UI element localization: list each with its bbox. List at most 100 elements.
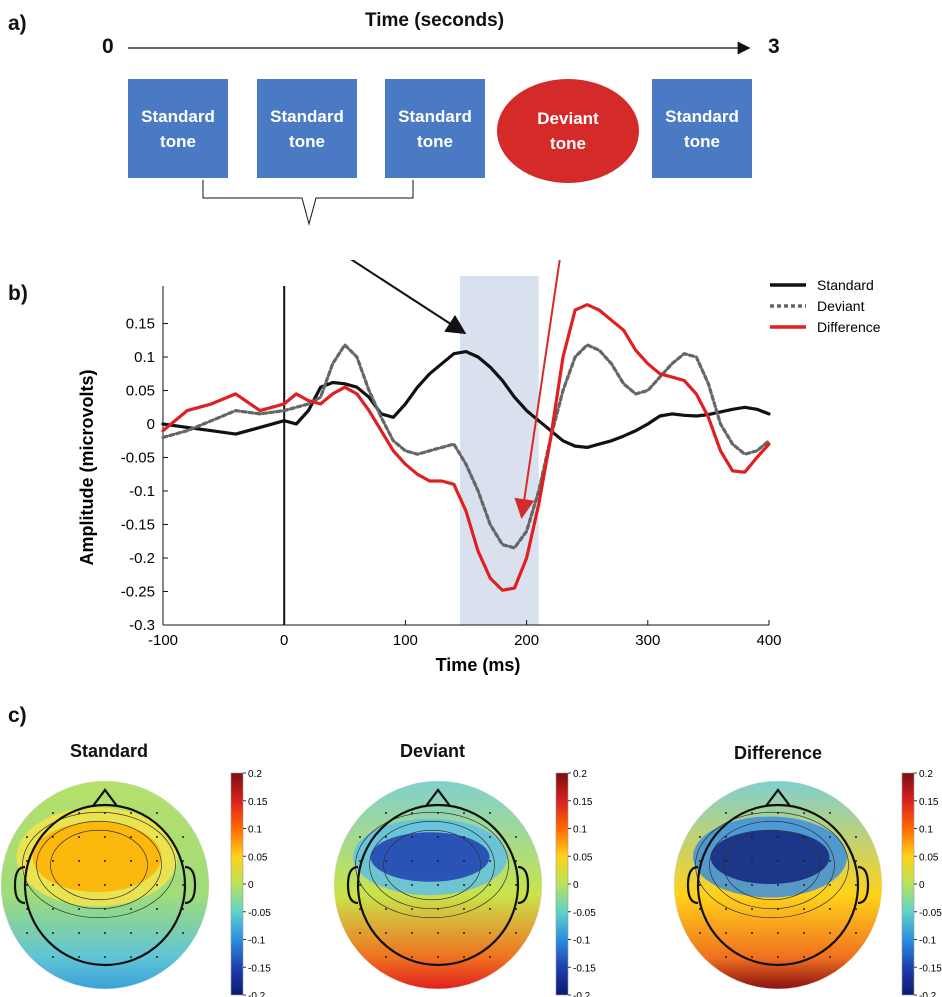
electrode-dot xyxy=(489,836,491,838)
panel-c-label: c) xyxy=(8,704,27,727)
ear-left-icon xyxy=(346,865,359,905)
electrode-dot xyxy=(751,812,753,814)
electrode-dot xyxy=(463,908,465,910)
electrode-dot xyxy=(855,884,857,886)
electrode-dot xyxy=(803,884,805,886)
electrode-dot xyxy=(699,836,701,838)
legend-entry: Difference xyxy=(817,319,881,335)
electrode-dot xyxy=(52,932,54,934)
colorbar-tick-label: -0.2 xyxy=(248,991,266,997)
ear-right-icon xyxy=(517,865,530,905)
standard-bracket xyxy=(202,180,414,226)
topomap-contour xyxy=(355,811,509,919)
topomap-contour xyxy=(22,811,176,919)
electrode-dot xyxy=(725,956,727,958)
electrode-dot xyxy=(437,836,439,838)
y-tick-label: -0.1 xyxy=(129,483,155,500)
topomap-title-deviant: Deviant xyxy=(400,741,466,761)
electrode-dot xyxy=(803,860,805,862)
topomap-title-standard: Standard xyxy=(70,741,149,761)
colorbar-tick-label: 0.1 xyxy=(248,825,262,836)
topomaps: 0.2 0.15 0.1 0.05 0 -0.05 -0.1 -0.15 -0.2 0.2 0.15… xyxy=(0,769,942,997)
electrode-dot xyxy=(130,860,132,862)
topomap-1 xyxy=(334,781,542,989)
topomap-activity xyxy=(32,821,162,893)
electrode-dot xyxy=(411,956,413,958)
electrode-dot xyxy=(725,860,727,862)
electrode-dot xyxy=(699,932,701,934)
colorbar-tick-label: 0.15 xyxy=(248,797,268,808)
x-tick-label: 200 xyxy=(514,632,539,649)
head-outline xyxy=(696,803,860,967)
electrode-dot xyxy=(359,932,361,934)
electrode-dot xyxy=(411,932,413,934)
electrode-dot xyxy=(156,932,158,934)
colorbar-tick-label: -0.05 xyxy=(919,908,942,919)
electrode-dot xyxy=(777,956,779,958)
ear-right-icon xyxy=(857,865,870,905)
electrode-dot xyxy=(130,884,132,886)
electrode-dot xyxy=(751,836,753,838)
electrode-dot xyxy=(489,908,491,910)
electrode-dot xyxy=(385,812,387,814)
electrode-dot xyxy=(855,836,857,838)
erp-chart: 0.15 0.1 0.05 0 -0.05 -0.1 -0.15 -0.2 -0.25 -0.3-… xyxy=(77,260,881,675)
electrode-dot xyxy=(130,836,132,838)
electrode-dot xyxy=(463,884,465,886)
head-outline xyxy=(356,803,520,967)
tone-standard-3: Standard tone xyxy=(385,79,485,178)
topomap-title-difference: Difference xyxy=(734,743,823,763)
colorbar xyxy=(901,772,915,996)
electrode-dot xyxy=(829,860,831,862)
electrode-dot xyxy=(104,956,106,958)
electrode-dot xyxy=(725,932,727,934)
electrode-dot xyxy=(411,812,413,814)
electrode-dot xyxy=(803,812,805,814)
electrode-dot xyxy=(437,908,439,910)
x-tick-label: 100 xyxy=(393,632,418,649)
electrode-dot xyxy=(52,812,54,814)
colorbar-tick-label: -0.2 xyxy=(573,991,591,997)
electrode-dot xyxy=(489,812,491,814)
electrode-dot xyxy=(26,932,28,934)
electrode-dot xyxy=(803,908,805,910)
topomap-border xyxy=(673,780,883,990)
electrode-dot xyxy=(829,908,831,910)
electrode-dot xyxy=(829,956,831,958)
electrode-dot xyxy=(156,836,158,838)
electrode-dot xyxy=(751,884,753,886)
electrode-dot xyxy=(78,836,80,838)
electrode-dot xyxy=(463,956,465,958)
electrode-dot xyxy=(52,884,54,886)
electrode-dot xyxy=(751,932,753,934)
tone-label: Standard tone xyxy=(398,106,472,151)
topomap-contour xyxy=(709,820,835,910)
electrode-dot xyxy=(437,812,439,814)
electrode-dot xyxy=(463,932,465,934)
colorbar-tick-label: -0.15 xyxy=(919,963,942,974)
electrode-dot xyxy=(78,956,80,958)
series-line-difference xyxy=(161,303,771,592)
colorbar-tick-label: 0 xyxy=(573,880,579,891)
electrode-dot xyxy=(130,932,132,934)
series-line-deviant xyxy=(161,343,771,550)
electrode-dot xyxy=(777,860,779,862)
panel-a-label: a) xyxy=(8,12,27,35)
y-axis-title: Amplitude (microvolts) xyxy=(77,369,97,565)
colorbar-tick-label: -0.1 xyxy=(248,936,266,947)
electrode-dot xyxy=(437,860,439,862)
electrode-dot xyxy=(182,884,184,886)
electrode-dot xyxy=(156,884,158,886)
colorbar-tick-label: 0.2 xyxy=(248,769,262,780)
electrode-dot xyxy=(489,860,491,862)
timeline-title: Time (seconds) xyxy=(365,10,505,31)
x-axis-title: Time (ms) xyxy=(436,655,521,675)
electrode-dot xyxy=(855,932,857,934)
colorbar-tick-label: 0.2 xyxy=(919,769,933,780)
colorbar-tick-label: 0.15 xyxy=(919,797,939,808)
topomap-0 xyxy=(1,781,209,989)
colorbar-tick-label: 0.1 xyxy=(919,825,933,836)
colorbar xyxy=(555,772,569,996)
panel-a-graphics xyxy=(128,41,751,226)
y-tick-label: -0.25 xyxy=(121,584,155,601)
